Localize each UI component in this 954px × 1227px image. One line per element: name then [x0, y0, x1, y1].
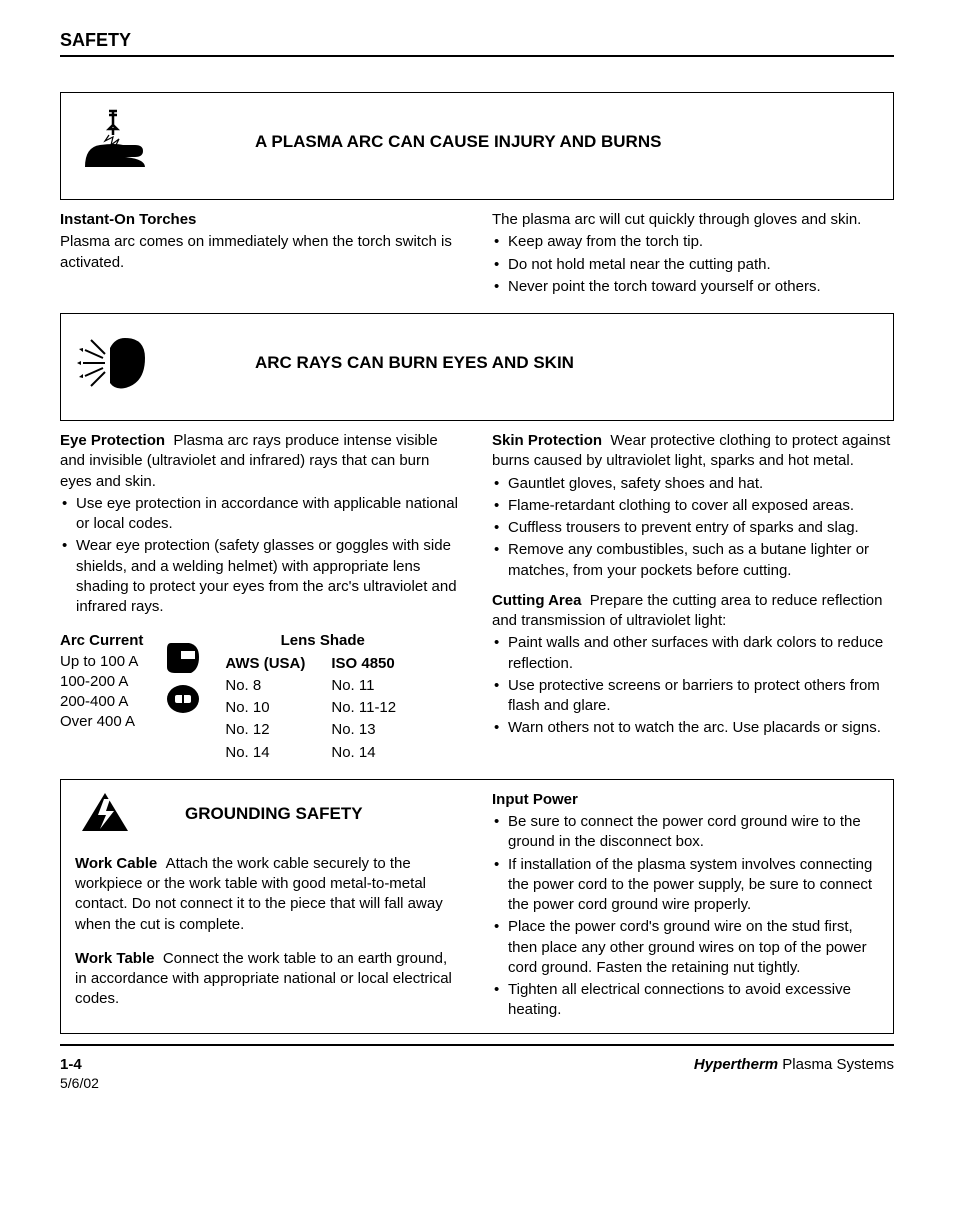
lens-r2a: 200-400 A: [60, 692, 143, 712]
lens-r0b: No. 8: [225, 676, 329, 696]
list-item: Use protective screens or barriers to pr…: [492, 676, 894, 717]
list-item: Remove any combustibles, such as a butan…: [492, 540, 894, 581]
worktable-head: Work Table: [75, 950, 154, 967]
list-item: Flame-retardant clothing to cover all ex…: [492, 496, 894, 516]
goggles-icon: [163, 681, 203, 717]
list-item: Place the power cord's ground wire on th…: [492, 917, 879, 978]
box1-left-col: Instant-On Torches Plasma arc comes on i…: [60, 210, 462, 299]
ground-title: GROUNDING SAFETY: [185, 803, 363, 826]
list-item: Do not hold metal near the cutting path.: [492, 255, 894, 275]
cutting-head: Cutting Area: [492, 592, 581, 609]
list-item: Never point the torch toward yourself or…: [492, 277, 894, 297]
arc-rays-icon: [75, 328, 165, 398]
box1-right-col: The plasma arc will cut quickly through …: [492, 210, 894, 299]
list-item: Be sure to connect the power cord ground…: [492, 812, 879, 853]
section-title: SAFETY: [60, 30, 131, 50]
lens-r2b: No. 12: [225, 720, 329, 740]
list-item: Tighten all electrical connections to av…: [492, 980, 879, 1021]
lens-r1b: No. 10: [225, 698, 329, 718]
list-item: Keep away from the torch tip.: [492, 232, 894, 252]
lens-r0a: Up to 100 A: [60, 652, 143, 672]
lightning-icon: [75, 790, 135, 840]
torch-hand-icon: [75, 107, 165, 177]
list-item: If installation of the plasma system inv…: [492, 855, 879, 916]
eye-head: Eye Protection: [60, 432, 165, 449]
workcable-head: Work Cable: [75, 855, 157, 872]
safety-box-plasma-arc: A PLASMA ARC CAN CAUSE INJURY AND BURNS: [60, 92, 894, 200]
skin-head: Skin Protection: [492, 432, 602, 449]
input-head: Input Power: [492, 791, 578, 808]
list-item: Use eye protection in accordance with ap…: [60, 494, 462, 535]
ground-left-col: GROUNDING SAFETY Work Cable Attach the w…: [75, 790, 462, 1023]
safety-box-arc-rays: ARC RAYS CAN BURN EYES AND SKIN: [60, 313, 894, 421]
lens-col0: Arc Current: [60, 631, 143, 651]
list-item: Warn others not to watch the arc. Use pl…: [492, 718, 894, 738]
list-item: Cuffless trousers to prevent entry of sp…: [492, 518, 894, 538]
list-item: Gauntlet gloves, safety shoes and hat.: [492, 474, 894, 494]
lens-super: Lens Shade: [223, 631, 422, 651]
arc-right-col: Skin Protection Wear protective clothing…: [492, 431, 894, 765]
instant-on-head: Instant-On Torches: [60, 211, 196, 228]
helmet-icon: [163, 639, 203, 675]
page-number: 1-4: [60, 1056, 82, 1073]
lens-table: AWS (USA)ISO 4850 No. 8No. 11 No. 10No. …: [223, 652, 422, 765]
ground-right-col: Input Power Be sure to connect the power…: [492, 790, 879, 1023]
lens-r3c: No. 14: [331, 743, 420, 763]
arc-left-col: Eye Protection Plasma arc rays produce i…: [60, 431, 462, 765]
lens-r1a: 100-200 A: [60, 672, 143, 692]
box2-title: ARC RAYS CAN BURN EYES AND SKIN: [255, 353, 574, 373]
box1-right-intro: The plasma arc will cut quickly through …: [492, 210, 894, 230]
page-header: SAFETY: [60, 30, 894, 57]
lens-icons: [163, 639, 203, 717]
instant-on-text: Plasma arc comes on immediately when the…: [60, 232, 462, 273]
lens-r1c: No. 11-12: [331, 698, 420, 718]
footer-date: 5/6/02: [60, 1075, 894, 1091]
lens-r2c: No. 13: [331, 720, 420, 740]
safety-box-grounding: GROUNDING SAFETY Work Cable Attach the w…: [60, 779, 894, 1034]
lens-r3a: Over 400 A: [60, 712, 143, 732]
footer-brand: Hypertherm: [694, 1056, 778, 1073]
lens-col1: AWS (USA): [225, 654, 329, 674]
footer-product: Plasma Systems: [782, 1056, 894, 1073]
lens-r0c: No. 11: [331, 676, 420, 696]
lens-col2: ISO 4850: [331, 654, 420, 674]
box1-title: A PLASMA ARC CAN CAUSE INJURY AND BURNS: [255, 132, 661, 152]
page-footer: 1-4 Hypertherm Plasma Systems: [60, 1044, 894, 1073]
list-item: Wear eye protection (safety glasses or g…: [60, 536, 462, 617]
lens-r3b: No. 14: [225, 743, 329, 763]
list-item: Paint walls and other surfaces with dark…: [492, 633, 894, 674]
